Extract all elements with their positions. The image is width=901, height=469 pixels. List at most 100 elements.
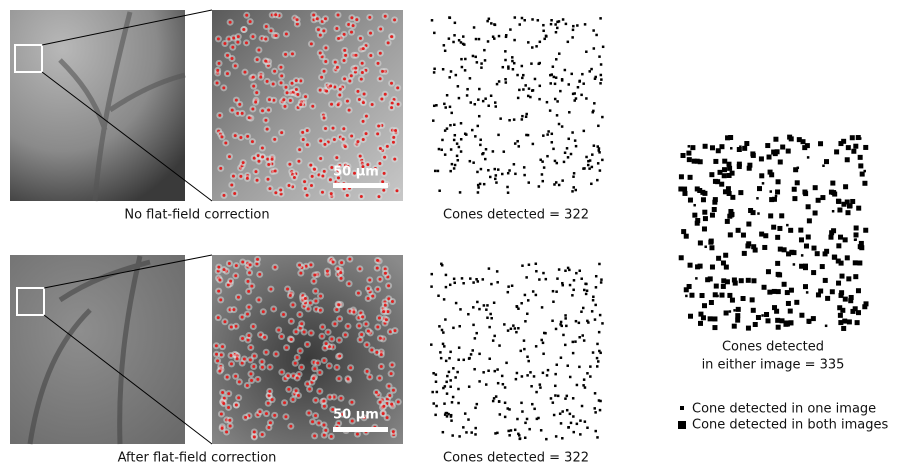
cone-dot: [393, 329, 396, 332]
cone-point: [594, 318, 597, 321]
cone-dot: [356, 90, 359, 93]
cone-dot: [391, 300, 394, 303]
cone-point: [539, 386, 542, 389]
cone-both: [768, 213, 773, 218]
cone-dot: [320, 76, 323, 79]
cone-both: [756, 315, 761, 320]
cone-both: [679, 255, 684, 260]
cone-point: [554, 98, 557, 101]
cone-dot: [314, 414, 317, 417]
cone-dot: [381, 180, 384, 183]
cone-both: [766, 318, 771, 323]
cone-dot: [232, 175, 235, 178]
cone-point: [541, 306, 544, 309]
cone-dot: [335, 156, 338, 159]
cone-point: [456, 371, 459, 374]
cone-dot: [282, 313, 285, 316]
cone-point: [521, 410, 524, 413]
merged-caption: Cones detected: [722, 340, 824, 355]
cone-point: [450, 419, 453, 422]
cone-both: [766, 269, 771, 274]
cone-point: [542, 180, 545, 183]
cone-dot: [282, 98, 285, 101]
scale-label: 50 µm: [333, 408, 379, 423]
cone-point: [448, 16, 451, 19]
cone-dot: [261, 366, 264, 369]
cone-dot: [218, 114, 221, 117]
cone-both: [725, 219, 730, 224]
cone-point: [572, 431, 575, 434]
cone-both: [708, 276, 713, 281]
cone-both: [843, 237, 848, 242]
cone-both: [739, 278, 744, 283]
cone-point: [469, 160, 472, 163]
cone-dot: [275, 352, 278, 355]
cone-point: [514, 16, 517, 19]
cone-dot: [280, 335, 283, 338]
cone-one: [761, 314, 764, 317]
cone-point: [554, 394, 557, 397]
cone-dot: [221, 427, 224, 430]
cone-point: [490, 95, 493, 98]
cone-dot: [254, 170, 257, 173]
cone-point: [478, 353, 481, 356]
cone-dot: [280, 81, 283, 84]
row-bottom: 50 µm After flat-field correction Cones …: [10, 255, 604, 465]
cone-dot: [215, 344, 218, 347]
cone-dot: [323, 170, 326, 173]
cone-both: [799, 237, 804, 242]
cone-point: [514, 173, 517, 176]
cone-both: [840, 274, 845, 279]
cone-dot: [295, 88, 298, 91]
cone-dot: [382, 405, 385, 408]
cone-point: [514, 429, 517, 432]
cone-both: [746, 222, 751, 227]
cone-point: [474, 135, 477, 138]
cone-point: [546, 374, 549, 377]
cone-dot: [350, 74, 353, 77]
cone-both: [721, 284, 726, 289]
cone-point: [531, 46, 534, 49]
cone-dot: [349, 366, 352, 369]
cone-both: [788, 228, 793, 233]
cone-dot: [321, 325, 324, 328]
cone-point: [555, 328, 558, 331]
cone-both: [741, 233, 746, 238]
cone-point: [572, 93, 575, 96]
cone-dot: [284, 53, 287, 56]
cone-point: [466, 88, 469, 91]
cone-dot: [362, 101, 365, 104]
cone-point: [564, 314, 567, 317]
caption: After flat-field correction: [118, 451, 277, 466]
cone-dot: [335, 366, 338, 369]
cone-point: [456, 142, 459, 145]
cone-both: [825, 296, 830, 301]
cone-point: [599, 82, 602, 85]
cone-dot: [358, 267, 361, 270]
cone-point: [527, 41, 530, 44]
cone-point: [458, 325, 461, 328]
cone-dot: [267, 163, 270, 166]
cone-dot: [252, 365, 255, 368]
cone-dot: [258, 273, 261, 276]
cone-both: [773, 137, 778, 142]
cone-point: [468, 357, 471, 360]
cone-both: [688, 263, 693, 268]
cone-point: [504, 59, 507, 62]
cone-point: [505, 81, 508, 84]
cone-point: [475, 278, 478, 281]
cone-both: [818, 141, 823, 146]
cone-point: [435, 104, 438, 107]
cone-point: [437, 170, 440, 173]
cone-both: [803, 191, 808, 196]
cone-dot: [247, 290, 250, 293]
cone-point: [523, 19, 526, 22]
cone-point: [476, 403, 479, 406]
cone-dot: [360, 78, 363, 81]
cone-both: [713, 292, 718, 297]
cone-dot: [392, 141, 395, 144]
cone-both: [813, 210, 818, 215]
cone-point: [568, 111, 571, 114]
cone-dot: [227, 37, 230, 40]
cone-point: [445, 360, 448, 363]
